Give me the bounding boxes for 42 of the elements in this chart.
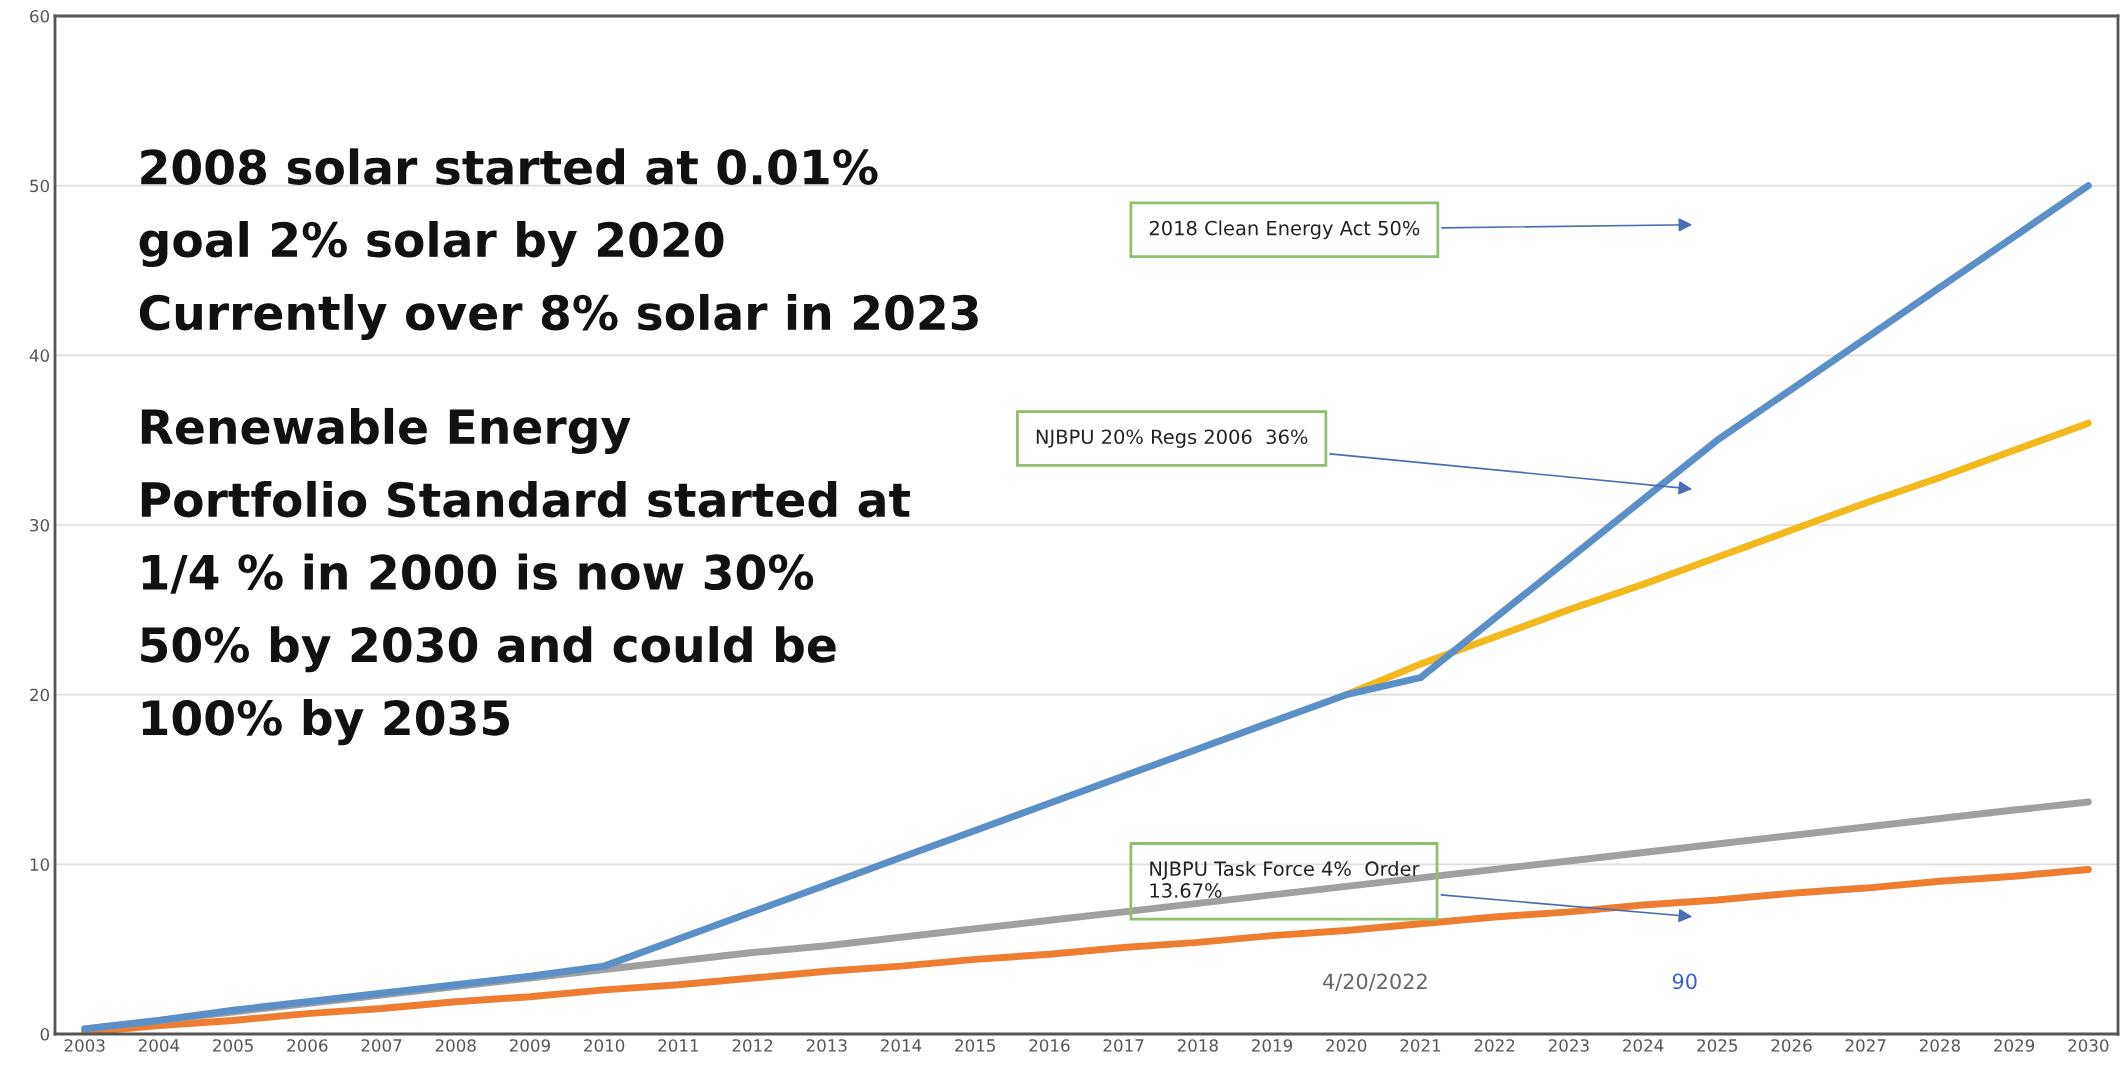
x-tick-label: 2003	[64, 1039, 105, 1052]
x-tick-label: 2004	[138, 1039, 180, 1052]
y-tick-label: 0	[40, 1027, 50, 1041]
annotation: 2018 Clean Energy Act 50%	[1149, 220, 1420, 240]
x-tick-label: 2030	[2068, 1039, 2109, 1052]
x-tick-label: 2023	[1548, 1039, 1589, 1052]
x-tick-label: 2006	[287, 1039, 328, 1052]
annotation: 4/20/2022	[1322, 973, 1427, 991]
x-tick-label: 2012	[732, 1039, 773, 1052]
y-tick-label: 50	[30, 179, 50, 193]
x-tick-label: 2007	[361, 1039, 402, 1052]
annotation: NJBPU Task Force 4% Order 13.67%	[1150, 861, 1420, 898]
x-tick-label: 2005	[213, 1039, 253, 1052]
x-tick-label: 2016	[1029, 1039, 1070, 1052]
x-tick-label: 2011	[658, 1039, 699, 1052]
annotation: Renewable Energy Portfolio Standard started at 1/4 % in 2000 is now 30% 50% by 2030 and could be 100% by 2035	[141, 407, 910, 746]
x-tick-label: 2021	[1400, 1039, 1441, 1052]
x-tick-label: 2017	[1103, 1039, 1144, 1052]
x-tick-label: 2020	[1326, 1039, 1367, 1052]
x-tick-label: 2022	[1474, 1039, 1515, 1052]
y-tick-label: 20	[30, 688, 50, 702]
annotation: 90	[1672, 973, 1697, 990]
x-tick-label: 2019	[1252, 1039, 1293, 1052]
x-tick-label: 2024	[1623, 1039, 1664, 1052]
x-tick-label: 2009	[509, 1039, 550, 1052]
annotation: 2008 solar started at 0.01% goal 2% solar by 2020 Currently over 8% solar in 2023	[139, 148, 978, 341]
x-tick-label: 2028	[1919, 1039, 1960, 1052]
annotation: NJBPU 20% Regs 2006 36%	[1036, 429, 1308, 448]
x-tick-label: 2015	[955, 1039, 995, 1052]
y-tick-label: 60	[30, 9, 50, 23]
x-tick-label: 2013	[806, 1039, 847, 1052]
y-tick-label: 40	[29, 349, 50, 362]
x-tick-label: 2029	[1994, 1039, 2035, 1052]
x-tick-label: 2014	[880, 1039, 922, 1052]
y-tick-label: 30	[30, 518, 50, 532]
y-tick-label: 10	[30, 858, 50, 871]
x-tick-label: 2010	[584, 1039, 625, 1052]
x-tick-label: 2018	[1177, 1039, 1218, 1052]
x-tick-label: 2025	[1697, 1039, 1738, 1052]
x-tick-label: 2008	[435, 1039, 476, 1052]
x-tick-label: 2026	[1771, 1039, 1812, 1052]
x-tick-label: 2027	[1845, 1039, 1886, 1052]
